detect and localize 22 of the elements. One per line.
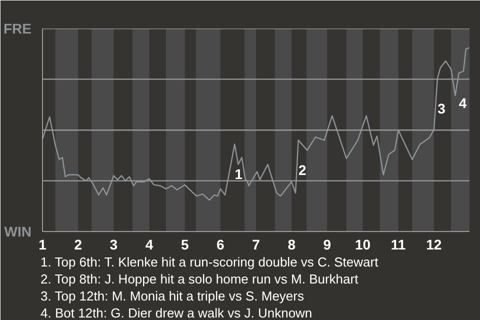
x-tick-label: 12 (426, 236, 442, 252)
x-tick-label: 5 (180, 236, 189, 252)
annotation: 2 (298, 162, 306, 178)
x-tick-label: 11 (390, 236, 406, 252)
x-tick-label: 8 (288, 236, 296, 252)
x-tick-label: 3 (110, 236, 118, 252)
x-tick-label: 9 (323, 236, 332, 252)
text: 1. Top 6th: T. Klenke hit a run-scoring double vs C. Stewart (40, 254, 379, 270)
text: FRE (4, 20, 32, 36)
x-tick-label: 2 (74, 236, 82, 252)
text: WIN (4, 224, 32, 240)
x-tick-label: 1 (38, 236, 47, 252)
annotation: 3 (438, 100, 446, 116)
text: 3. Top 12th: M. Monia hit a triple vs S. Meyers (40, 288, 304, 304)
text: 2. Top 8th: J. Hoppe hit a solo home run vs M. Burkhart (40, 272, 359, 286)
text: 4. Bot 12th: G. Dier drew a walk vs J. Unknown (40, 306, 312, 320)
annotation: 1 (234, 166, 243, 182)
x-tick-label: 10 (354, 236, 371, 252)
x-tick-label: 6 (216, 236, 225, 252)
annotation: 4 (458, 95, 467, 112)
x-tick-label: 7 (252, 236, 260, 252)
x-tick-label: 4 (145, 236, 154, 252)
